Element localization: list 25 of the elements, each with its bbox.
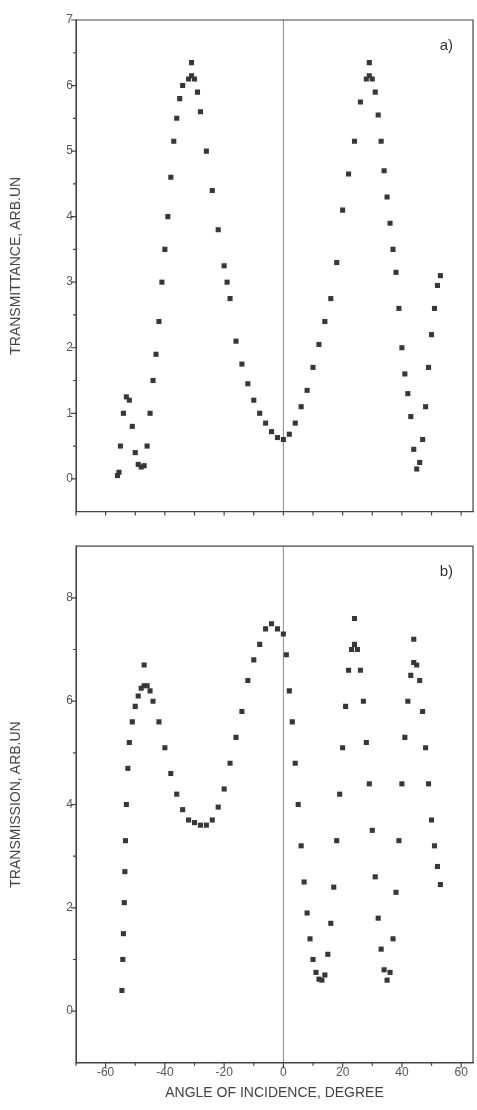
y-axis-title: TRANSMITTANCE, ARB.UN xyxy=(7,176,24,355)
annotation: b) xyxy=(439,561,453,579)
x-tick-label: 20 xyxy=(335,1065,350,1080)
x-tick-label: -40 xyxy=(156,1065,174,1080)
y-tick-label: 7 xyxy=(66,12,74,27)
y-tick-label: 6 xyxy=(66,693,74,708)
x-tick-label: -60 xyxy=(96,1065,115,1080)
x-tick-label: 60 xyxy=(454,1065,469,1080)
x-tick-label: 0 xyxy=(280,1065,288,1080)
y-tick-label: 8 xyxy=(66,590,74,605)
x-axis-title: ANGLE OF INCIDENCE, DEGREE xyxy=(165,1084,384,1101)
y-tick-label: 5 xyxy=(66,143,74,158)
y-tick-label: 0 xyxy=(66,1003,74,1018)
y-tick-label: 6 xyxy=(66,77,74,92)
y-tick-label: 1 xyxy=(66,405,74,420)
y-tick-label: 0 xyxy=(66,471,74,486)
y-tick-label: 2 xyxy=(66,340,74,355)
y-tick-label: 2 xyxy=(66,900,74,915)
annotation: a) xyxy=(439,35,453,53)
y-tick-label: 3 xyxy=(66,274,74,289)
x-tick-label: 40 xyxy=(395,1065,409,1080)
x-tick-label: -20 xyxy=(215,1065,234,1080)
y-tick-label: 4 xyxy=(66,796,74,811)
y-tick-label: 4 xyxy=(66,208,74,223)
y-axis-title: TRANSMISSION, ARB.UN xyxy=(7,721,24,888)
